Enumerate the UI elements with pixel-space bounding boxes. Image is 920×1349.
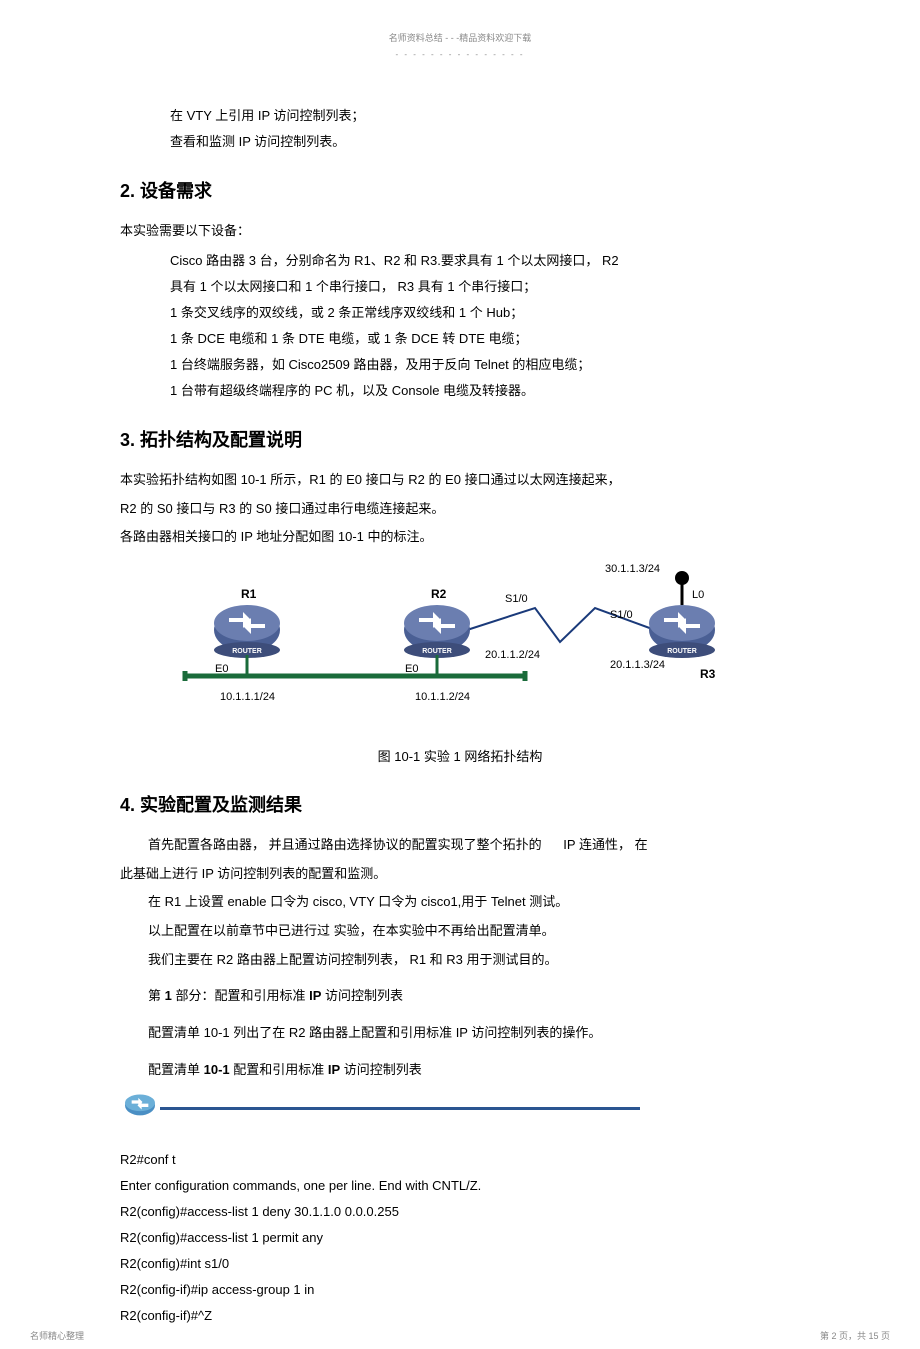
sec4-p2: 此基础上进行 IP 访问控制列表的配置和监测。	[120, 862, 800, 887]
code-line-5: R2(config)#int s1/0	[120, 1251, 800, 1277]
sec4-p5: 我们主要在 R2 路由器上配置访问控制列表， R1 和 R3 用于测试目的。	[120, 948, 800, 973]
item-1b: 具有 1 个以太网接口和 1 个串行接口， R3 具有 1 个串行接口；	[170, 274, 800, 300]
item-1: Cisco 路由器 3 台，分别命名为 R1、R2 和 R3.要求具有 1 个以…	[170, 248, 800, 274]
router-r2-icon: ROUTER	[404, 605, 470, 658]
r1-label: R1	[241, 587, 257, 601]
sec4-p3: 在 R1 上设置 enable 口令为 cisco, VTY 口令为 cisco…	[120, 890, 800, 915]
top-dashes: - - - - - - - - - - - - - - -	[90, 48, 830, 102]
r2-e0-label: E0	[405, 663, 418, 675]
content: 在 VTY 上引用 IP 访问控制列表； 查看和监测 IP 访问控制列表。 2.…	[90, 103, 830, 1330]
r2-s-label: S1/0	[505, 593, 528, 605]
p8a: 配置清单	[148, 1062, 204, 1077]
divider-bar	[160, 1107, 640, 1110]
sec4-p7: 配置清单 10-1 列出了在 R2 路由器上配置和引用标准 IP 访问控制列表的…	[120, 1021, 800, 1046]
sec4-p4: 以上配置在以前章节中已进行过 实验，在本实验中不再给出配置清单。	[120, 919, 800, 944]
topology-diagram: 30.1.1.3/24 R1 R2 L0 S1/0 S1/0 ROUTER	[165, 560, 755, 730]
ip-r2-s: 20.1.1.2/24	[485, 649, 540, 661]
code-block: R2#conf t Enter configuration commands, …	[120, 1147, 800, 1329]
section-4-title: 4. 实验配置及监测结果	[120, 789, 800, 821]
p8c: 配置和引用标准	[230, 1062, 328, 1077]
item-5: 1 台带有超级终端程序的 PC 机，以及 Console 电缆及转接器。	[170, 378, 800, 404]
sec4-p1: 首先配置各路由器， 并且通过路由选择协议的配置实现了整个拓扑的 IP 连通性， …	[120, 833, 800, 858]
svg-text:ROUTER: ROUTER	[667, 648, 697, 655]
r2-label: R2	[431, 587, 447, 601]
section-2-items: Cisco 路由器 3 台，分别命名为 R1、R2 和 R3.要求具有 1 个以…	[120, 248, 800, 404]
top-header: 名师资料总结 - - -精品资料欢迎下载	[90, 20, 830, 48]
divider-router-icon	[120, 1092, 160, 1117]
section-2-intro: 本实验需要以下设备：	[120, 219, 800, 244]
p6c: 部分：配置和引用标准	[172, 988, 309, 1003]
p6e: 访问控制列表	[321, 988, 403, 1003]
intro-line-2: 查看和监测 IP 访问控制列表。	[170, 129, 800, 155]
divider-router-bar	[120, 1092, 640, 1122]
ip-r2-e0: 10.1.1.2/24	[415, 691, 470, 703]
ip-r1-e0: 10.1.1.1/24	[220, 691, 275, 703]
item-4: 1 台终端服务器，如 Cisco2509 路由器，及用于反向 Telnet 的相…	[170, 352, 800, 378]
sec3-p1: 本实验拓扑结构如图 10-1 所示，R1 的 E0 接口与 R2 的 E0 接口…	[120, 468, 800, 493]
r1-e0-label: E0	[215, 663, 228, 675]
sec4-p1b: IP 连通性， 在	[563, 837, 647, 852]
p6b: 1	[165, 988, 172, 1003]
item-3: 1 条 DCE 电缆和 1 条 DTE 电缆，或 1 条 DCE 转 DTE 电…	[170, 326, 800, 352]
ip-l0: 30.1.1.3/24	[605, 563, 660, 575]
figure-caption: 图 10-1 实验 1 网络拓扑结构	[120, 745, 800, 768]
router-r1-icon: ROUTER	[214, 605, 280, 658]
page-container: 名师资料总结 - - -精品资料欢迎下载 - - - - - - - - - -…	[0, 0, 920, 1349]
ip-r3-s: 20.1.1.3/24	[610, 659, 665, 671]
code-line-1: R2#conf t	[120, 1147, 800, 1173]
intro-line-1: 在 VTY 上引用 IP 访问控制列表；	[170, 103, 800, 129]
sec4-p1a: 首先配置各路由器， 并且通过路由选择协议的配置实现了整个拓扑的	[148, 837, 542, 852]
p8b: 10-1	[204, 1062, 230, 1077]
p8e: 访问控制列表	[340, 1062, 422, 1077]
p6a: 第	[148, 988, 165, 1003]
svg-text:ROUTER: ROUTER	[232, 648, 262, 655]
section-3-title: 3. 拓扑结构及配置说明	[120, 424, 800, 456]
intro-block: 在 VTY 上引用 IP 访问控制列表； 查看和监测 IP 访问控制列表。	[120, 103, 800, 155]
section-2-title: 2. 设备需求	[120, 175, 800, 207]
r3-label: R3	[700, 667, 716, 681]
footer-right: 第 2 页，共 15 页	[820, 1328, 890, 1344]
code-line-6: R2(config-if)#ip access-group 1 in	[120, 1277, 800, 1303]
item-2: 1 条交叉线序的双绞线，或 2 条正常线序双绞线和 1 个 Hub；	[170, 300, 800, 326]
code-line-2: Enter configuration commands, one per li…	[120, 1173, 800, 1199]
p8d: IP	[328, 1062, 340, 1077]
svg-text:ROUTER: ROUTER	[422, 648, 452, 655]
router-r3-icon: ROUTER	[649, 605, 715, 658]
p6d: IP	[309, 988, 321, 1003]
sec3-p3: 各路由器相关接口的 IP 地址分配如图 10-1 中的标注。	[120, 525, 800, 550]
code-line-7: R2(config-if)#^Z	[120, 1303, 800, 1329]
code-line-3: R2(config)#access-list 1 deny 30.1.1.0 0…	[120, 1199, 800, 1225]
code-line-4: R2(config)#access-list 1 permit any	[120, 1225, 800, 1251]
r3-s-label: S1/0	[610, 609, 633, 621]
footer-left: 名师精心整理	[30, 1328, 84, 1344]
sec3-p2: R2 的 S0 接口与 R3 的 S0 接口通过串行电缆连接起来。	[120, 497, 800, 522]
l0-label: L0	[692, 589, 704, 601]
sec4-p6: 第 1 部分：配置和引用标准 IP 访问控制列表	[120, 984, 800, 1009]
sec4-p8: 配置清单 10-1 配置和引用标准 IP 访问控制列表	[120, 1058, 800, 1083]
